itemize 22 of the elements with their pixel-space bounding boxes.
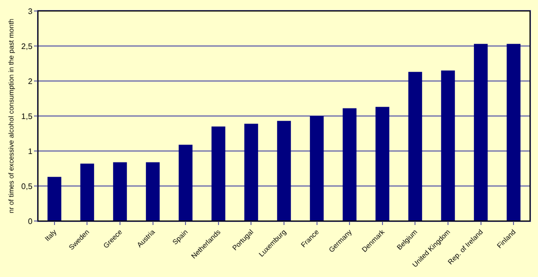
bar — [474, 44, 488, 221]
y-tick-label: 3 — [28, 6, 33, 16]
bar — [113, 162, 127, 221]
bar — [178, 144, 192, 221]
bar — [408, 72, 422, 221]
bar — [441, 70, 455, 221]
bar — [244, 124, 258, 221]
bar — [342, 108, 356, 221]
y-tick-label: 2 — [28, 76, 33, 86]
y-tick-label: 1 — [28, 146, 33, 156]
bar — [506, 44, 520, 221]
y-tick-label: 0 — [28, 216, 33, 226]
bar — [277, 120, 291, 221]
y-tick-label: 2,5 — [21, 42, 33, 51]
bar — [146, 162, 160, 221]
bar — [48, 176, 62, 221]
bar — [310, 116, 324, 221]
y-tick-label: 0,5 — [21, 182, 33, 191]
y-tick-label: 1,5 — [21, 112, 33, 121]
bar — [212, 126, 226, 221]
bar — [80, 164, 94, 221]
bar — [376, 106, 390, 221]
